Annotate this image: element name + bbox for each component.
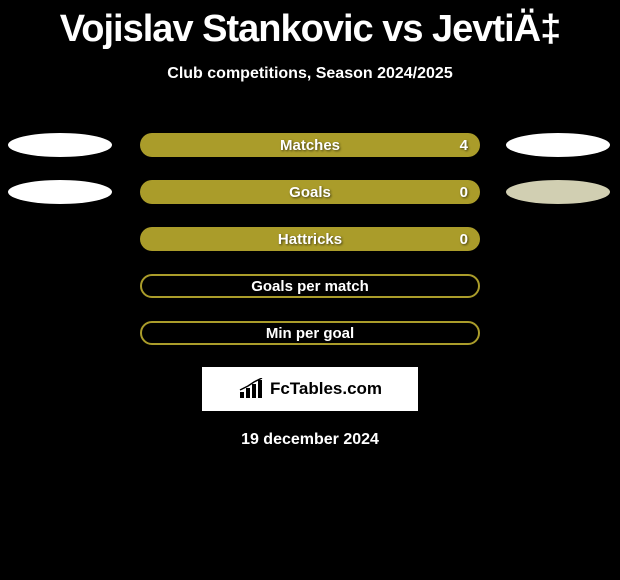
stat-bar: Goals per match [140,274,480,298]
stat-label: Min per goal [266,325,354,342]
stat-label: Goals [289,184,331,201]
stat-row: Min per goal [0,321,620,345]
stat-value: 0 [460,184,468,201]
subtitle: Club competitions, Season 2024/2025 [0,65,620,83]
stat-bar: Min per goal [140,321,480,345]
stat-label: Matches [280,137,340,154]
stats-bars: Matches 4 Goals 0 Hattricks 0 Goals per match M… [0,133,620,345]
left-ellipse [8,180,112,204]
stat-label: Goals per match [251,278,369,295]
page-title: Vojislav Stankovic vs JevtiÄ‡ [0,0,620,51]
stat-bar: Goals 0 [140,180,480,204]
logo-text: FcTables.com [270,379,382,399]
right-ellipse [506,180,610,204]
stat-bar: Matches 4 [140,133,480,157]
stat-row: Matches 4 [0,133,620,157]
stat-row: Goals per match [0,274,620,298]
stat-value: 0 [460,231,468,248]
logo-box: FcTables.com [202,367,418,411]
stat-label: Hattricks [278,231,342,248]
stat-row: Hattricks 0 [0,227,620,251]
right-ellipse [506,133,610,157]
stat-bar: Hattricks 0 [140,227,480,251]
chart-icon [238,378,266,400]
left-ellipse [8,133,112,157]
stat-row: Goals 0 [0,180,620,204]
date-text: 19 december 2024 [0,431,620,449]
stat-value: 4 [460,137,468,154]
